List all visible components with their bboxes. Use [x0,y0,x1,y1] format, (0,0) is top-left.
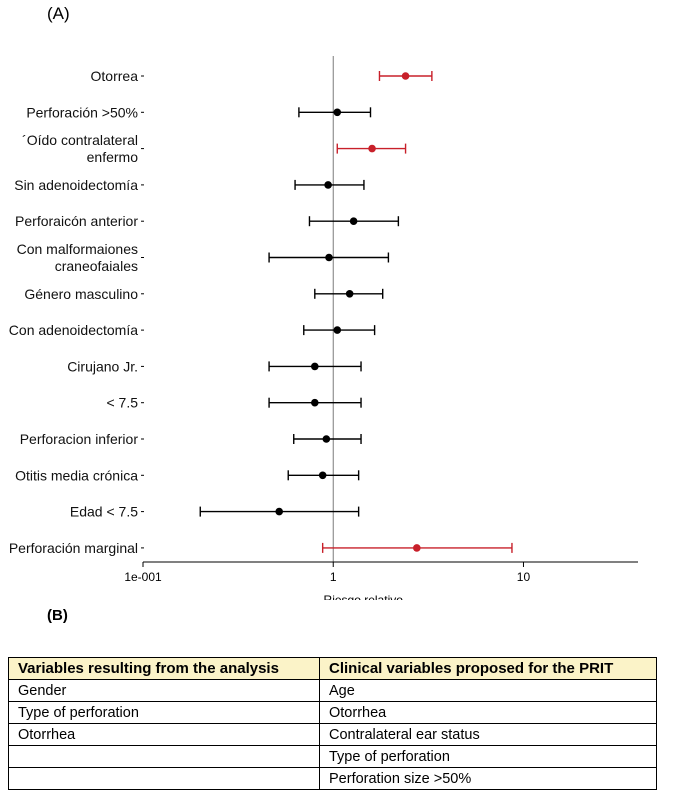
row-label: < 7.5 [106,395,138,411]
table-header-row: Variables resulting from the analysis Cl… [8,657,657,680]
panel-b-label: (B) [47,607,68,624]
table-cell: Otorrhea [319,701,657,724]
row-label: Perforación >50% [26,104,138,120]
variables-table: Variables resulting from the analysis Cl… [8,657,657,790]
row-label: Género masculino [24,286,138,302]
row-label: Otorrea [91,68,139,84]
table-row: Type of perforation Otorrhea [8,701,657,724]
table-cell: Age [319,679,657,702]
estimate-point [349,217,358,225]
table-cell [8,767,320,790]
estimate-point [318,471,327,480]
estimate-point [322,435,331,443]
table-header-cell: Variables resulting from the analysis [8,657,320,680]
row-label: Perforación marginal [9,540,138,556]
row-label: Cirujano Jr. [67,358,138,374]
table-row: Gender Age [8,679,657,702]
row-label: Con adenoidectomía [9,322,138,338]
x-axis-label: Riesgo relativo [324,593,404,600]
forest-plot: Otorrea Perforación >50% ´Oído contralater… [9,56,638,600]
x-tick-label: 1 [330,570,337,584]
estimate-point [333,326,342,334]
row-label: Perforaicón anterior [15,213,138,229]
table-header-cell: Clinical variables proposed for the PRIT [319,657,657,680]
table-cell: Type of perforation [8,701,320,724]
row-label: enfermo [87,149,139,165]
chart-marks [199,71,513,553]
estimate-point [310,362,319,371]
estimate-point [324,181,332,189]
estimate-point [325,253,333,262]
table-cell: Otorrhea [8,723,320,746]
panel-a-label: (A) [47,4,70,23]
estimate-point [345,290,354,298]
row-label: Perforacion inferior [20,431,139,447]
table-cell: Perforation size >50% [319,767,657,790]
row-label: Edad < 7.5 [70,504,138,520]
table-row: Otorrhea Contralateral ear status [8,723,657,746]
table-row: Perforation size >50% [8,767,657,790]
x-tick-label: 10 [517,570,531,584]
row-label: Otitis media crónica [15,467,138,483]
table-cell: Gender [8,679,320,702]
row-labels: Otorrea Perforación >50% ´Oído contralater… [9,68,144,556]
x-axis: 1e-001 1 10 Riesgo relativo [124,561,638,600]
estimate-point [401,72,410,80]
table-row: Type of perforation [8,745,657,768]
table-cell: Type of perforation [319,745,657,768]
row-label: Sin adenoidectomía [14,177,138,193]
estimate-point [275,507,284,516]
row-label: Con malformaiones [17,241,138,257]
row-label: craneofaiales [55,258,138,274]
estimate-point [368,144,376,153]
estimate-point [413,544,421,552]
x-tick-label: 1e-001 [124,570,162,584]
row-label: ´Oído contralateral [22,132,138,148]
estimate-point [333,108,342,117]
estimate-point [310,398,319,407]
table-cell: Contralateral ear status [319,723,657,746]
table-cell [8,745,320,768]
